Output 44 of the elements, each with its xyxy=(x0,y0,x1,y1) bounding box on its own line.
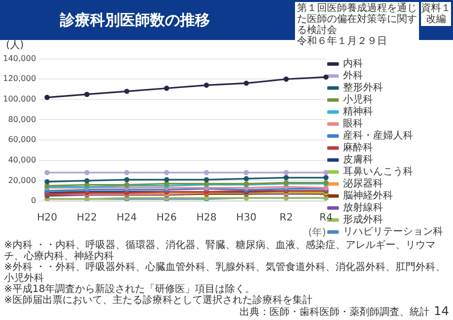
legend-label: 内科 xyxy=(343,58,363,70)
text: ※内科 ・・内科、呼吸器、循環器、消化器、腎臓、糖尿病、血液、感染症、アレルギー、リウマチ、心療内科、神経内科 xyxy=(4,240,437,262)
x-tick-label: H26 xyxy=(156,212,177,224)
x-tick-label: R2 xyxy=(280,212,293,224)
text: ※外科 ・・外科、呼吸器外科、心臓血管外科、乳腺外科、気管食道外科、消化器外科、肛門外科、小児外科 xyxy=(4,262,447,284)
legend-label: リハビリテーション科 xyxy=(343,226,443,238)
text: ※医師届出票において、主たる診療科として選択された診療科を集計 xyxy=(4,295,312,306)
legend-label: 麻酔科 xyxy=(343,142,373,154)
x-axis-title: (年) xyxy=(308,226,326,239)
x-tick-label: R4 xyxy=(319,212,333,224)
chart-title: 診療科別医師数の推移 xyxy=(60,11,210,30)
legend-label: 脳神経外科 xyxy=(343,190,393,202)
legend-label: 放射線科 xyxy=(343,202,383,214)
legend-label: 小児科 xyxy=(343,94,373,106)
legend-label: 泌尿器科 xyxy=(343,178,383,190)
legend-label: 耳鼻いんこう科 xyxy=(343,166,413,178)
y-axis-title: (人) xyxy=(6,40,24,51)
y-tick-label: 20,000 xyxy=(8,176,36,185)
legend-label: 精神科 xyxy=(343,106,373,118)
text: ※平成18年調査から新設された「研修医」項目は除く。 xyxy=(4,284,256,295)
y-tick-label: 60,000 xyxy=(8,135,36,144)
legend-label: 整形外科 xyxy=(343,82,383,94)
legend-label: 外科 xyxy=(343,70,363,82)
x-tick-label: H20 xyxy=(36,212,58,224)
text: 14 xyxy=(434,304,449,318)
y-tick-label: 80,000 xyxy=(8,114,36,124)
text: 改編 xyxy=(425,14,447,25)
y-tick-label: 40,000 xyxy=(8,155,36,164)
legend-label: 形成外科 xyxy=(343,214,383,226)
x-tick-label: H24 xyxy=(116,212,137,224)
x-tick-label: H22 xyxy=(76,212,98,224)
text: 資料１ xyxy=(421,3,451,14)
text: 令和６年１月２９日 xyxy=(297,36,388,47)
legend-label: 眼科 xyxy=(343,118,363,130)
x-tick-label: H30 xyxy=(236,212,256,224)
legend-label: 産科・産婦人科 xyxy=(343,130,413,142)
y-tick-label: 0 xyxy=(30,196,36,206)
legend-label: 皮膚科 xyxy=(343,154,373,166)
text: 第１回医師養成過程を通じた医師の偏在対策等に関する検討会 xyxy=(297,3,417,36)
y-tick-label: 120,000 xyxy=(2,74,36,84)
source-note: 出典：医師・歯科医師・薬剤師調査、統計 xyxy=(240,307,430,318)
x-tick-label: H28 xyxy=(196,212,217,224)
y-tick-label: 140,000 xyxy=(2,54,36,63)
y-tick-label: 100,000 xyxy=(2,94,36,104)
